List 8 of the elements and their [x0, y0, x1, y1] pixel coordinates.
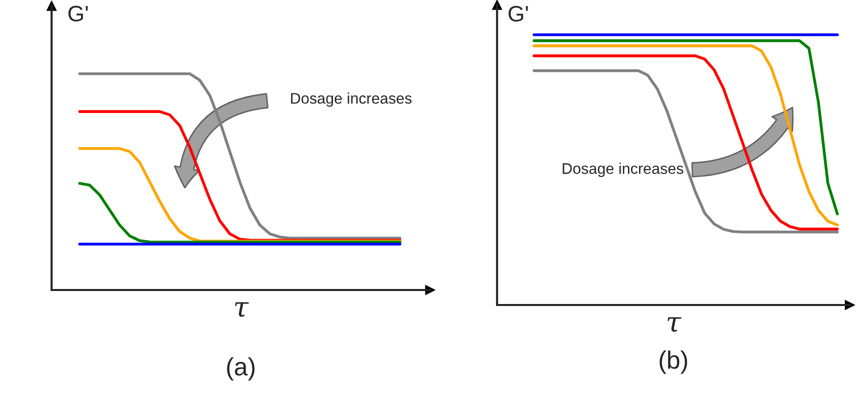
annotation: Dosage increases [291, 92, 412, 107]
text: (b) [660, 350, 688, 374]
annotation: Dosage increases [562, 162, 684, 177]
y-axis-title: G' [508, 6, 528, 22]
x-axis-title: τ [668, 317, 682, 332]
text: (a) [227, 357, 255, 381]
x-axis-title: τ [234, 302, 249, 317]
y-axis-title: G' [68, 6, 88, 22]
